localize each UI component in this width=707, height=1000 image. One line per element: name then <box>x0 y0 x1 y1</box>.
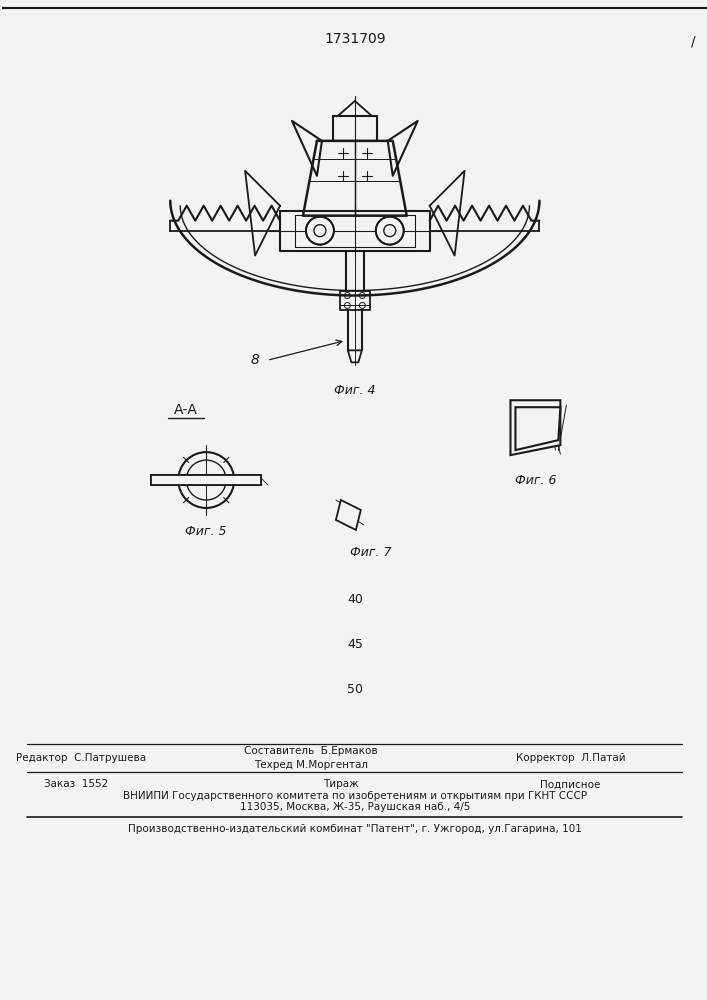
Text: 8: 8 <box>251 353 259 367</box>
Text: 113035, Москва, Ж-35, Раушская наб., 4/5: 113035, Москва, Ж-35, Раушская наб., 4/5 <box>240 802 470 812</box>
Text: Фиг. 7: Фиг. 7 <box>350 546 392 559</box>
Circle shape <box>376 217 404 245</box>
Polygon shape <box>510 405 559 450</box>
Text: Техред М.Моргентал: Техред М.Моргентал <box>254 760 368 770</box>
Text: Составитель  Б.Ермаков: Составитель Б.Ермаков <box>244 746 378 756</box>
Text: Редактор  С.Патрушева: Редактор С.Патрушева <box>16 753 146 763</box>
Text: /: / <box>691 34 696 48</box>
Text: Подписное: Подписное <box>540 779 600 789</box>
Circle shape <box>306 217 334 245</box>
Text: Фиг. 4: Фиг. 4 <box>334 384 375 397</box>
Text: 1731709: 1731709 <box>324 32 385 46</box>
Polygon shape <box>515 407 561 450</box>
Polygon shape <box>151 475 261 485</box>
Text: А-А: А-А <box>175 403 198 417</box>
Text: Заказ  1552: Заказ 1552 <box>45 779 109 789</box>
Text: 40: 40 <box>347 593 363 606</box>
Text: 50: 50 <box>347 683 363 696</box>
Text: ВНИИПИ Государственного комитета по изобретениям и открытиям при ГКНТ СССР: ВНИИПИ Государственного комитета по изоб… <box>123 791 587 801</box>
Text: Корректор  Л.Патай: Корректор Л.Патай <box>515 753 625 763</box>
Text: 45: 45 <box>347 638 363 651</box>
Polygon shape <box>510 400 561 455</box>
Polygon shape <box>336 500 361 530</box>
Text: Фиг. 6: Фиг. 6 <box>515 474 556 487</box>
Text: Фиг. 5: Фиг. 5 <box>185 525 227 538</box>
Text: Тираж: Тираж <box>323 779 358 789</box>
Text: Производственно-издательский комбинат "Патент", г. Ужгород, ул.Гагарина, 101: Производственно-издательский комбинат "П… <box>128 824 582 834</box>
